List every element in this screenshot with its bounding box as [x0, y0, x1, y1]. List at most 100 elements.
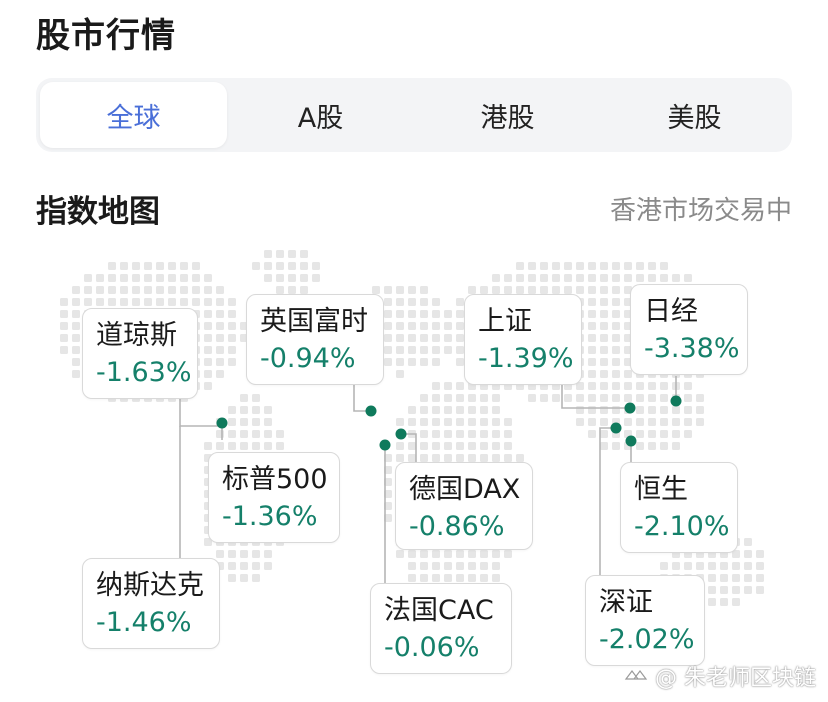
tab-global[interactable]: 全球 [40, 82, 227, 148]
map-dot [624, 382, 632, 390]
index-name: 道琼斯 [96, 320, 177, 351]
index-card-dax[interactable]: 德国DAX -0.86% [395, 462, 533, 550]
map-dot [408, 346, 416, 354]
map-dot [432, 430, 440, 438]
map-dot [468, 562, 476, 570]
map-dot [744, 586, 752, 594]
map-dot [216, 370, 224, 378]
tab-us-stocks[interactable]: 美股 [667, 102, 722, 134]
tab-a-shares[interactable]: A股 [297, 102, 344, 134]
index-card-hsi[interactable]: 恒生 -2.10% [620, 462, 738, 553]
map-dot [588, 394, 596, 402]
map-dot [432, 358, 440, 366]
map-dot [432, 394, 440, 402]
map-dot [72, 334, 80, 342]
map-dot [192, 298, 200, 306]
map-dot [408, 418, 416, 426]
index-card-sse[interactable]: 上证 -1.39% [464, 294, 582, 385]
index-card-szse[interactable]: 深证 -2.02% [585, 575, 705, 666]
map-dot [60, 346, 68, 354]
map-dot [300, 274, 308, 282]
tab-hk-stocks[interactable]: 港股 [480, 102, 535, 134]
map-dot [444, 562, 452, 570]
map-dot [72, 322, 80, 330]
map-dot [420, 346, 428, 354]
map-dot [588, 334, 596, 342]
map-dot [228, 334, 236, 342]
map-dot [540, 394, 548, 402]
map-dot [180, 286, 188, 294]
map-dot [300, 286, 308, 294]
map-dot [588, 286, 596, 294]
map-dot [624, 418, 632, 426]
map-dot [468, 442, 476, 450]
map-dot [756, 574, 764, 582]
map-dot [600, 274, 608, 282]
map-dot [108, 274, 116, 282]
map-dot [240, 562, 248, 570]
map-dot [216, 550, 224, 558]
map-dot [432, 550, 440, 558]
index-name: 纳斯达克 [96, 570, 204, 601]
map-dot [696, 394, 704, 402]
map-dot [660, 394, 668, 402]
map-dot [480, 406, 488, 414]
map-dot [396, 334, 404, 342]
index-card-nikkei[interactable]: 日经 -3.38% [630, 284, 748, 375]
map-dot [204, 382, 212, 390]
marker-hsi [625, 435, 637, 447]
map-dot [504, 550, 512, 558]
map-dot [696, 418, 704, 426]
map-dot [432, 298, 440, 306]
map-dot [168, 298, 176, 306]
map-dot [444, 418, 452, 426]
map-dot [72, 298, 80, 306]
map-dot [636, 418, 644, 426]
map-dot [216, 322, 224, 330]
map-dot [708, 562, 716, 570]
map-dot [204, 346, 212, 354]
map-dot [528, 262, 536, 270]
map-dot [444, 574, 452, 582]
map-dot [180, 262, 188, 270]
map-dot [276, 262, 284, 270]
map-dot [384, 502, 392, 510]
index-card-ftse[interactable]: 英国富时 -0.94% [246, 294, 384, 385]
map-dot [720, 598, 728, 606]
index-card-dow[interactable]: 道琼斯 -1.63% [82, 308, 198, 399]
map-dot [60, 298, 68, 306]
map-dot [708, 574, 716, 582]
market-tabs: 全球 A股 港股 美股 [36, 78, 792, 152]
map-dot [384, 478, 392, 486]
index-change: -0.86% [409, 511, 505, 542]
map-dot [156, 298, 164, 306]
map-dot [180, 274, 188, 282]
map-dot [732, 586, 740, 594]
map-dot [84, 274, 92, 282]
map-dot [648, 442, 656, 450]
page-title: 股市行情 [36, 16, 176, 56]
map-dot [684, 406, 692, 414]
map-dot [276, 274, 284, 282]
map-dot [228, 562, 236, 570]
map-dot [276, 430, 284, 438]
map-dot [516, 274, 524, 282]
map-dot [72, 358, 80, 366]
map-dot [612, 310, 620, 318]
index-card-cac[interactable]: 法国CAC -0.06% [370, 583, 512, 674]
map-dot [444, 454, 452, 462]
map-dot [684, 274, 692, 282]
map-dot [480, 574, 488, 582]
map-dot [384, 346, 392, 354]
index-card-nasdaq[interactable]: 纳斯达克 -1.46% [82, 558, 220, 649]
map-dot [600, 310, 608, 318]
index-card-sp500[interactable]: 标普500 -1.36% [208, 452, 340, 543]
map-dot [492, 406, 500, 414]
map-dot [420, 394, 428, 402]
map-dot [480, 418, 488, 426]
index-change: -1.36% [222, 501, 318, 532]
map-dot [492, 574, 500, 582]
map-dot [72, 310, 80, 318]
map-dot [612, 394, 620, 402]
map-dot [252, 406, 260, 414]
